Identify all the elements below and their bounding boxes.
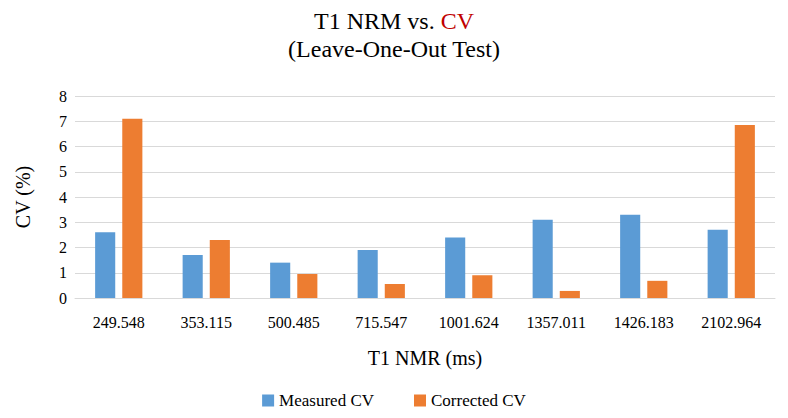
svg-text:715.547: 715.547 <box>355 314 407 331</box>
svg-text:CV (%): CV (%) <box>12 166 35 228</box>
svg-text:2102.964: 2102.964 <box>701 314 761 331</box>
svg-text:1426.183: 1426.183 <box>614 314 674 331</box>
svg-text:CV: CV <box>441 8 475 34</box>
svg-text:4: 4 <box>59 189 67 206</box>
svg-text:0: 0 <box>59 290 67 307</box>
svg-text:2: 2 <box>59 239 67 256</box>
svg-text:Measured CV: Measured CV <box>279 391 375 410</box>
svg-text:7: 7 <box>59 113 67 130</box>
svg-text:353.115: 353.115 <box>181 314 232 331</box>
svg-text:500.485: 500.485 <box>268 314 320 331</box>
svg-text:8: 8 <box>59 88 67 105</box>
svg-text:T1 NMR (ms): T1 NMR (ms) <box>368 347 482 370</box>
svg-text:249.548: 249.548 <box>93 314 145 331</box>
svg-text:5: 5 <box>59 163 67 180</box>
svg-text:6: 6 <box>59 138 67 155</box>
svg-text:1001.624: 1001.624 <box>439 314 499 331</box>
svg-text:1357.011: 1357.011 <box>527 314 586 331</box>
svg-text:(Leave-One-Out Test): (Leave-One-Out Test) <box>288 36 500 62</box>
svg-text:3: 3 <box>59 214 67 231</box>
svg-text:1: 1 <box>59 264 67 281</box>
svg-text:Corrected CV: Corrected CV <box>431 391 527 410</box>
svg-text:T1 NRM vs.: T1 NRM vs. <box>314 8 441 34</box>
